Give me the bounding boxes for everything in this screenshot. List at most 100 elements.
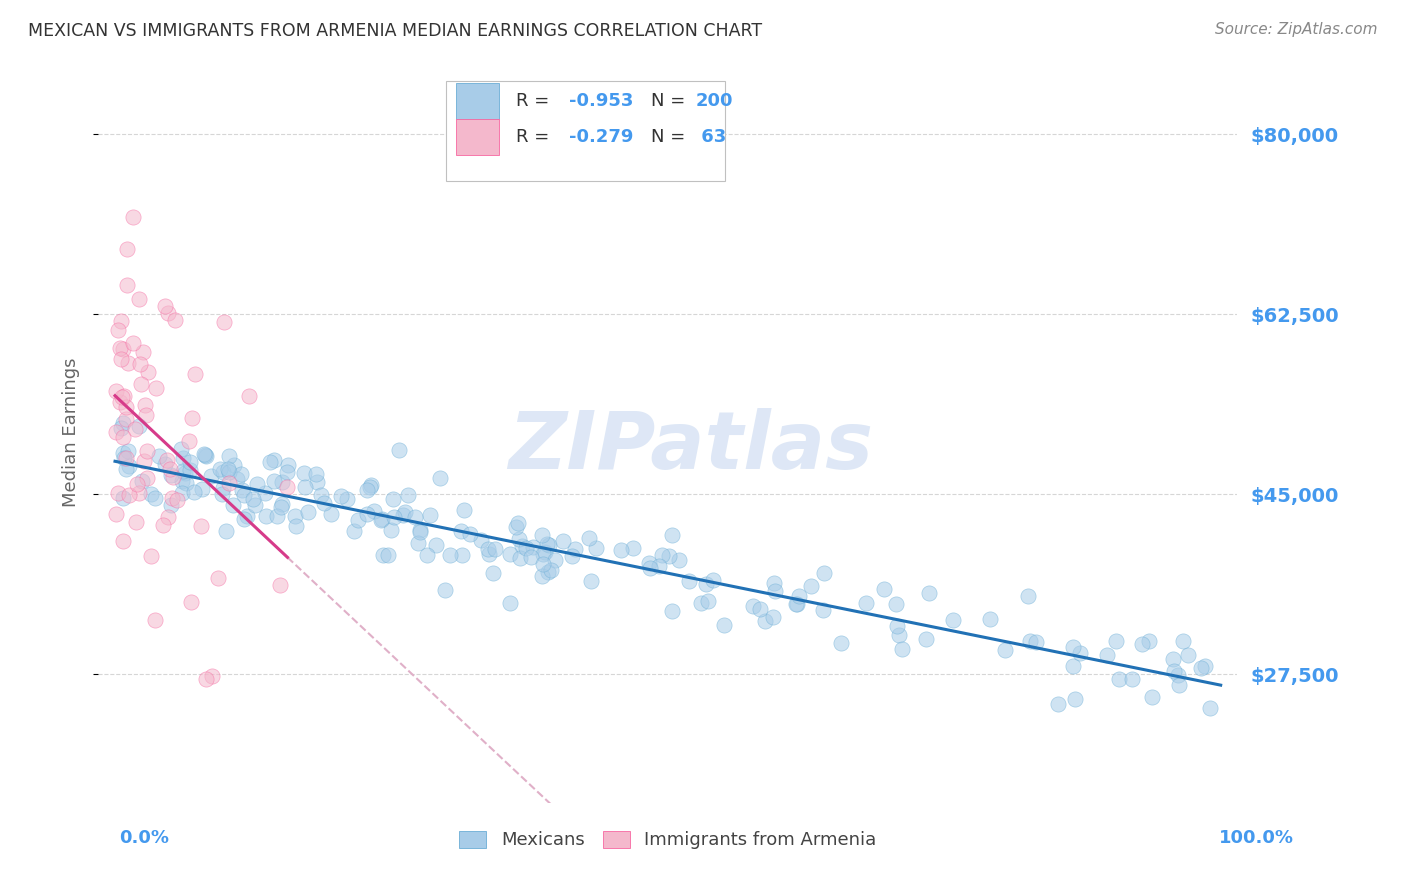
Point [136, 471, 159, 485]
Point [813, 566, 835, 581]
Point [243, 498, 266, 512]
Point [1069, 646, 1091, 660]
Point [305, 475, 328, 489]
Point [112, 534, 135, 549]
Point [218, 465, 240, 479]
Point [531, 557, 554, 571]
Point [377, 549, 399, 563]
Point [277, 458, 299, 473]
Point [404, 509, 426, 524]
Point [110, 421, 132, 435]
Point [419, 508, 441, 522]
Point [172, 485, 194, 500]
Point [111, 430, 134, 444]
Point [114, 450, 136, 465]
Point [108, 341, 131, 355]
Point [509, 551, 531, 566]
Point [266, 508, 288, 523]
Point [544, 553, 567, 567]
Point [886, 619, 908, 633]
Point [1194, 658, 1216, 673]
Point [458, 527, 481, 541]
Point [1177, 648, 1199, 662]
Point [284, 508, 307, 523]
Point [131, 474, 153, 488]
Point [211, 466, 233, 480]
Point [917, 586, 939, 600]
Point [450, 524, 472, 538]
Point [115, 462, 138, 476]
Point [297, 505, 319, 519]
Point [129, 357, 152, 371]
Point [1019, 634, 1042, 648]
Point [176, 475, 198, 490]
Text: N =: N = [651, 128, 685, 146]
Point [112, 491, 135, 505]
Point [156, 452, 179, 467]
Point [713, 618, 735, 632]
Point [1198, 700, 1220, 714]
Point [638, 561, 661, 575]
Point [789, 589, 811, 603]
Point [112, 446, 135, 460]
Point [254, 508, 277, 523]
Point [585, 541, 607, 556]
Point [155, 299, 177, 313]
Point [284, 518, 307, 533]
Point [702, 573, 724, 587]
Point [785, 597, 807, 611]
Point [117, 444, 139, 458]
Point [754, 614, 776, 628]
Point [194, 450, 217, 464]
Point [661, 528, 683, 542]
Text: ZIPatlas: ZIPatlas [508, 409, 873, 486]
Point [1140, 690, 1163, 704]
Point [499, 547, 522, 561]
Point [111, 390, 134, 404]
Point [115, 242, 138, 256]
Point [138, 365, 160, 379]
Point [263, 474, 285, 488]
Text: 63: 63 [695, 128, 727, 146]
Point [107, 323, 129, 337]
Point [530, 528, 553, 542]
Point [336, 491, 359, 506]
Text: R =: R = [516, 128, 555, 146]
Point [388, 442, 411, 457]
Point [214, 315, 236, 329]
Point [292, 467, 315, 481]
Point [135, 408, 157, 422]
Point [125, 516, 148, 530]
Point [114, 412, 136, 426]
Point [979, 612, 1001, 626]
Point [201, 669, 224, 683]
Point [269, 578, 291, 592]
Point [172, 450, 194, 465]
Point [184, 367, 207, 381]
Point [477, 542, 499, 557]
Point [270, 475, 292, 489]
Point [1167, 668, 1189, 682]
Point [172, 464, 194, 478]
Point [540, 563, 562, 577]
Point [343, 524, 366, 538]
Point [217, 462, 239, 476]
Point [1171, 634, 1194, 648]
Point [105, 507, 128, 521]
Text: Source: ZipAtlas.com: Source: ZipAtlas.com [1215, 22, 1378, 37]
Point [141, 487, 163, 501]
Point [741, 599, 763, 614]
Point [152, 518, 174, 533]
Point [800, 579, 823, 593]
Point [212, 481, 235, 495]
Point [531, 568, 554, 582]
Point [356, 507, 378, 521]
Point [236, 509, 259, 524]
Point [522, 540, 544, 554]
Point [515, 541, 537, 555]
Y-axis label: Median Earnings: Median Earnings [62, 358, 80, 508]
Point [145, 381, 167, 395]
Point [111, 416, 134, 430]
Point [180, 595, 202, 609]
Point [143, 491, 166, 505]
